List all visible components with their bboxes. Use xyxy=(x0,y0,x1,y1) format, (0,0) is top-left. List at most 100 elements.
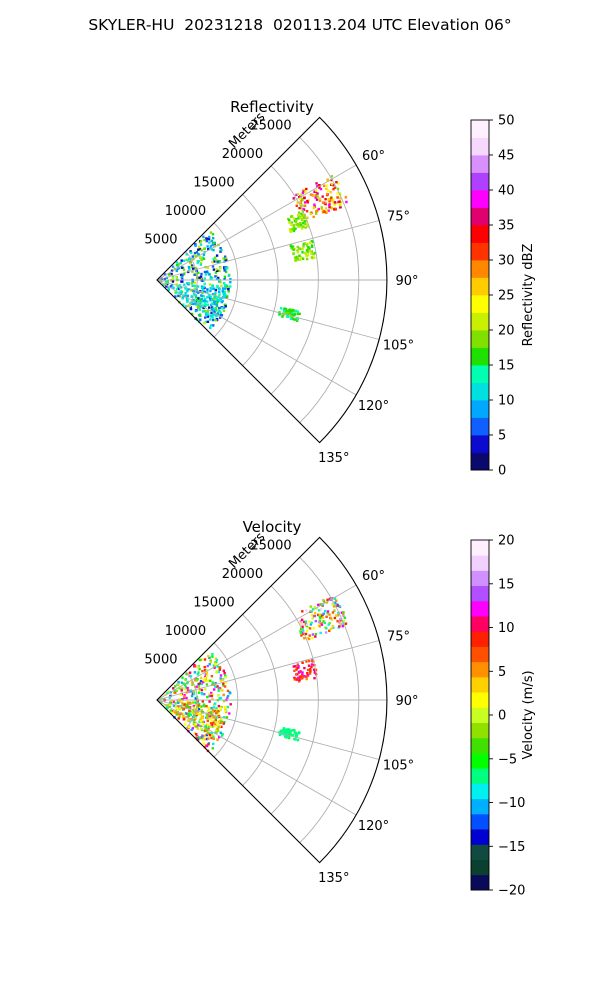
echo-gate xyxy=(291,729,294,732)
echo-gate xyxy=(181,676,184,679)
echo-gate xyxy=(204,688,207,691)
echo-gate xyxy=(325,210,329,213)
echo-gate xyxy=(315,194,318,197)
echo-gate xyxy=(203,247,206,250)
echo-gate xyxy=(208,679,212,682)
echo-gate xyxy=(210,736,213,740)
echo-gate xyxy=(288,228,292,231)
azimuth-spoke xyxy=(156,279,380,340)
colorbar-segment xyxy=(471,172,489,191)
echo-gate xyxy=(216,723,219,726)
echo-gate xyxy=(222,294,226,297)
echo-gate xyxy=(309,670,312,673)
echo-gate xyxy=(196,297,200,300)
colorbar-segment xyxy=(471,737,489,754)
echo-gate xyxy=(177,680,180,684)
echo-gate xyxy=(215,268,218,271)
echo-gate xyxy=(337,612,340,615)
echo-gate xyxy=(315,210,318,213)
echo-gate xyxy=(208,241,211,244)
colorbar-segment xyxy=(471,312,489,331)
echo-gate xyxy=(206,723,210,726)
echo-gate xyxy=(208,732,211,735)
echo-gate xyxy=(205,313,208,317)
echo-gate xyxy=(300,634,303,637)
echo-gate xyxy=(222,295,226,299)
colorbar-segment xyxy=(471,260,489,278)
echo-gate xyxy=(179,708,182,711)
echo-gate xyxy=(210,298,214,302)
echo-gate xyxy=(184,678,187,681)
echo-gate xyxy=(169,701,172,704)
echo-gate xyxy=(193,273,196,276)
echo-gate xyxy=(306,257,309,261)
echo-gate xyxy=(190,265,193,269)
echo-gate xyxy=(197,704,200,707)
echo-gate xyxy=(315,182,318,185)
echo-gate xyxy=(217,720,221,724)
echo-gate xyxy=(214,731,217,734)
echo-gate xyxy=(288,218,291,222)
echo-gate xyxy=(330,618,334,621)
echo-gate xyxy=(330,197,333,200)
echo-gate xyxy=(302,215,306,218)
colorbar-tick-label: −5 xyxy=(498,752,517,767)
echo-gate xyxy=(212,241,215,245)
echo-gate xyxy=(186,686,189,690)
echo-gate xyxy=(192,690,196,693)
echo-gate xyxy=(191,270,194,273)
echo-gate xyxy=(308,627,312,630)
velocity-colorbar-label: Velocity (m/s) xyxy=(521,670,536,759)
echo-gate xyxy=(216,260,219,264)
colorbar-tick-label: 10 xyxy=(498,394,515,409)
echo-gate xyxy=(315,198,319,201)
reflectivity-title: Reflectivity xyxy=(230,98,314,116)
echo-gate xyxy=(202,306,205,310)
colorbar-segment xyxy=(471,190,489,208)
echo-gate xyxy=(215,278,219,281)
echo-gate xyxy=(212,706,216,709)
echo-gate xyxy=(193,300,197,303)
echo-gate xyxy=(208,663,211,666)
echo-gate xyxy=(183,695,186,698)
echo-gate xyxy=(335,599,338,602)
echo-gate xyxy=(223,275,227,278)
echo-gate xyxy=(302,222,305,225)
echo-gate xyxy=(196,685,199,688)
echo-gate xyxy=(292,224,296,227)
echo-gate xyxy=(302,190,305,193)
echo-gate xyxy=(181,297,184,300)
echo-gate xyxy=(207,312,210,315)
echo-gate xyxy=(188,304,192,308)
echo-gate xyxy=(207,709,210,713)
echo-gate xyxy=(279,729,283,732)
echo-gate xyxy=(193,254,196,257)
echo-gate xyxy=(208,733,212,737)
echo-gate xyxy=(212,307,215,310)
echo-gate xyxy=(209,318,212,321)
echo-gate xyxy=(194,677,198,680)
echo-gate xyxy=(207,737,210,740)
echo-gate xyxy=(163,273,167,276)
colorbar-tick-label: −10 xyxy=(498,796,525,811)
echo-gate xyxy=(287,315,290,318)
echo-gate xyxy=(298,680,301,683)
echo-gate xyxy=(196,710,199,713)
echo-gate xyxy=(293,256,297,259)
echo-gate xyxy=(196,712,199,716)
echo-gate xyxy=(316,209,319,212)
echo-gate xyxy=(192,710,196,713)
colorbar-segment xyxy=(471,616,489,632)
colorbar-tick-label: 0 xyxy=(498,464,506,479)
echo-gate xyxy=(329,617,332,620)
echo-gate xyxy=(301,625,304,628)
echo-gate xyxy=(296,249,299,252)
echo-gate xyxy=(339,205,342,209)
echo-gate xyxy=(218,314,222,317)
echo-gate xyxy=(209,231,213,234)
echo-gate xyxy=(301,191,305,195)
echo-gate xyxy=(194,294,197,297)
echo-gate xyxy=(214,685,217,688)
echo-gate xyxy=(206,315,210,318)
